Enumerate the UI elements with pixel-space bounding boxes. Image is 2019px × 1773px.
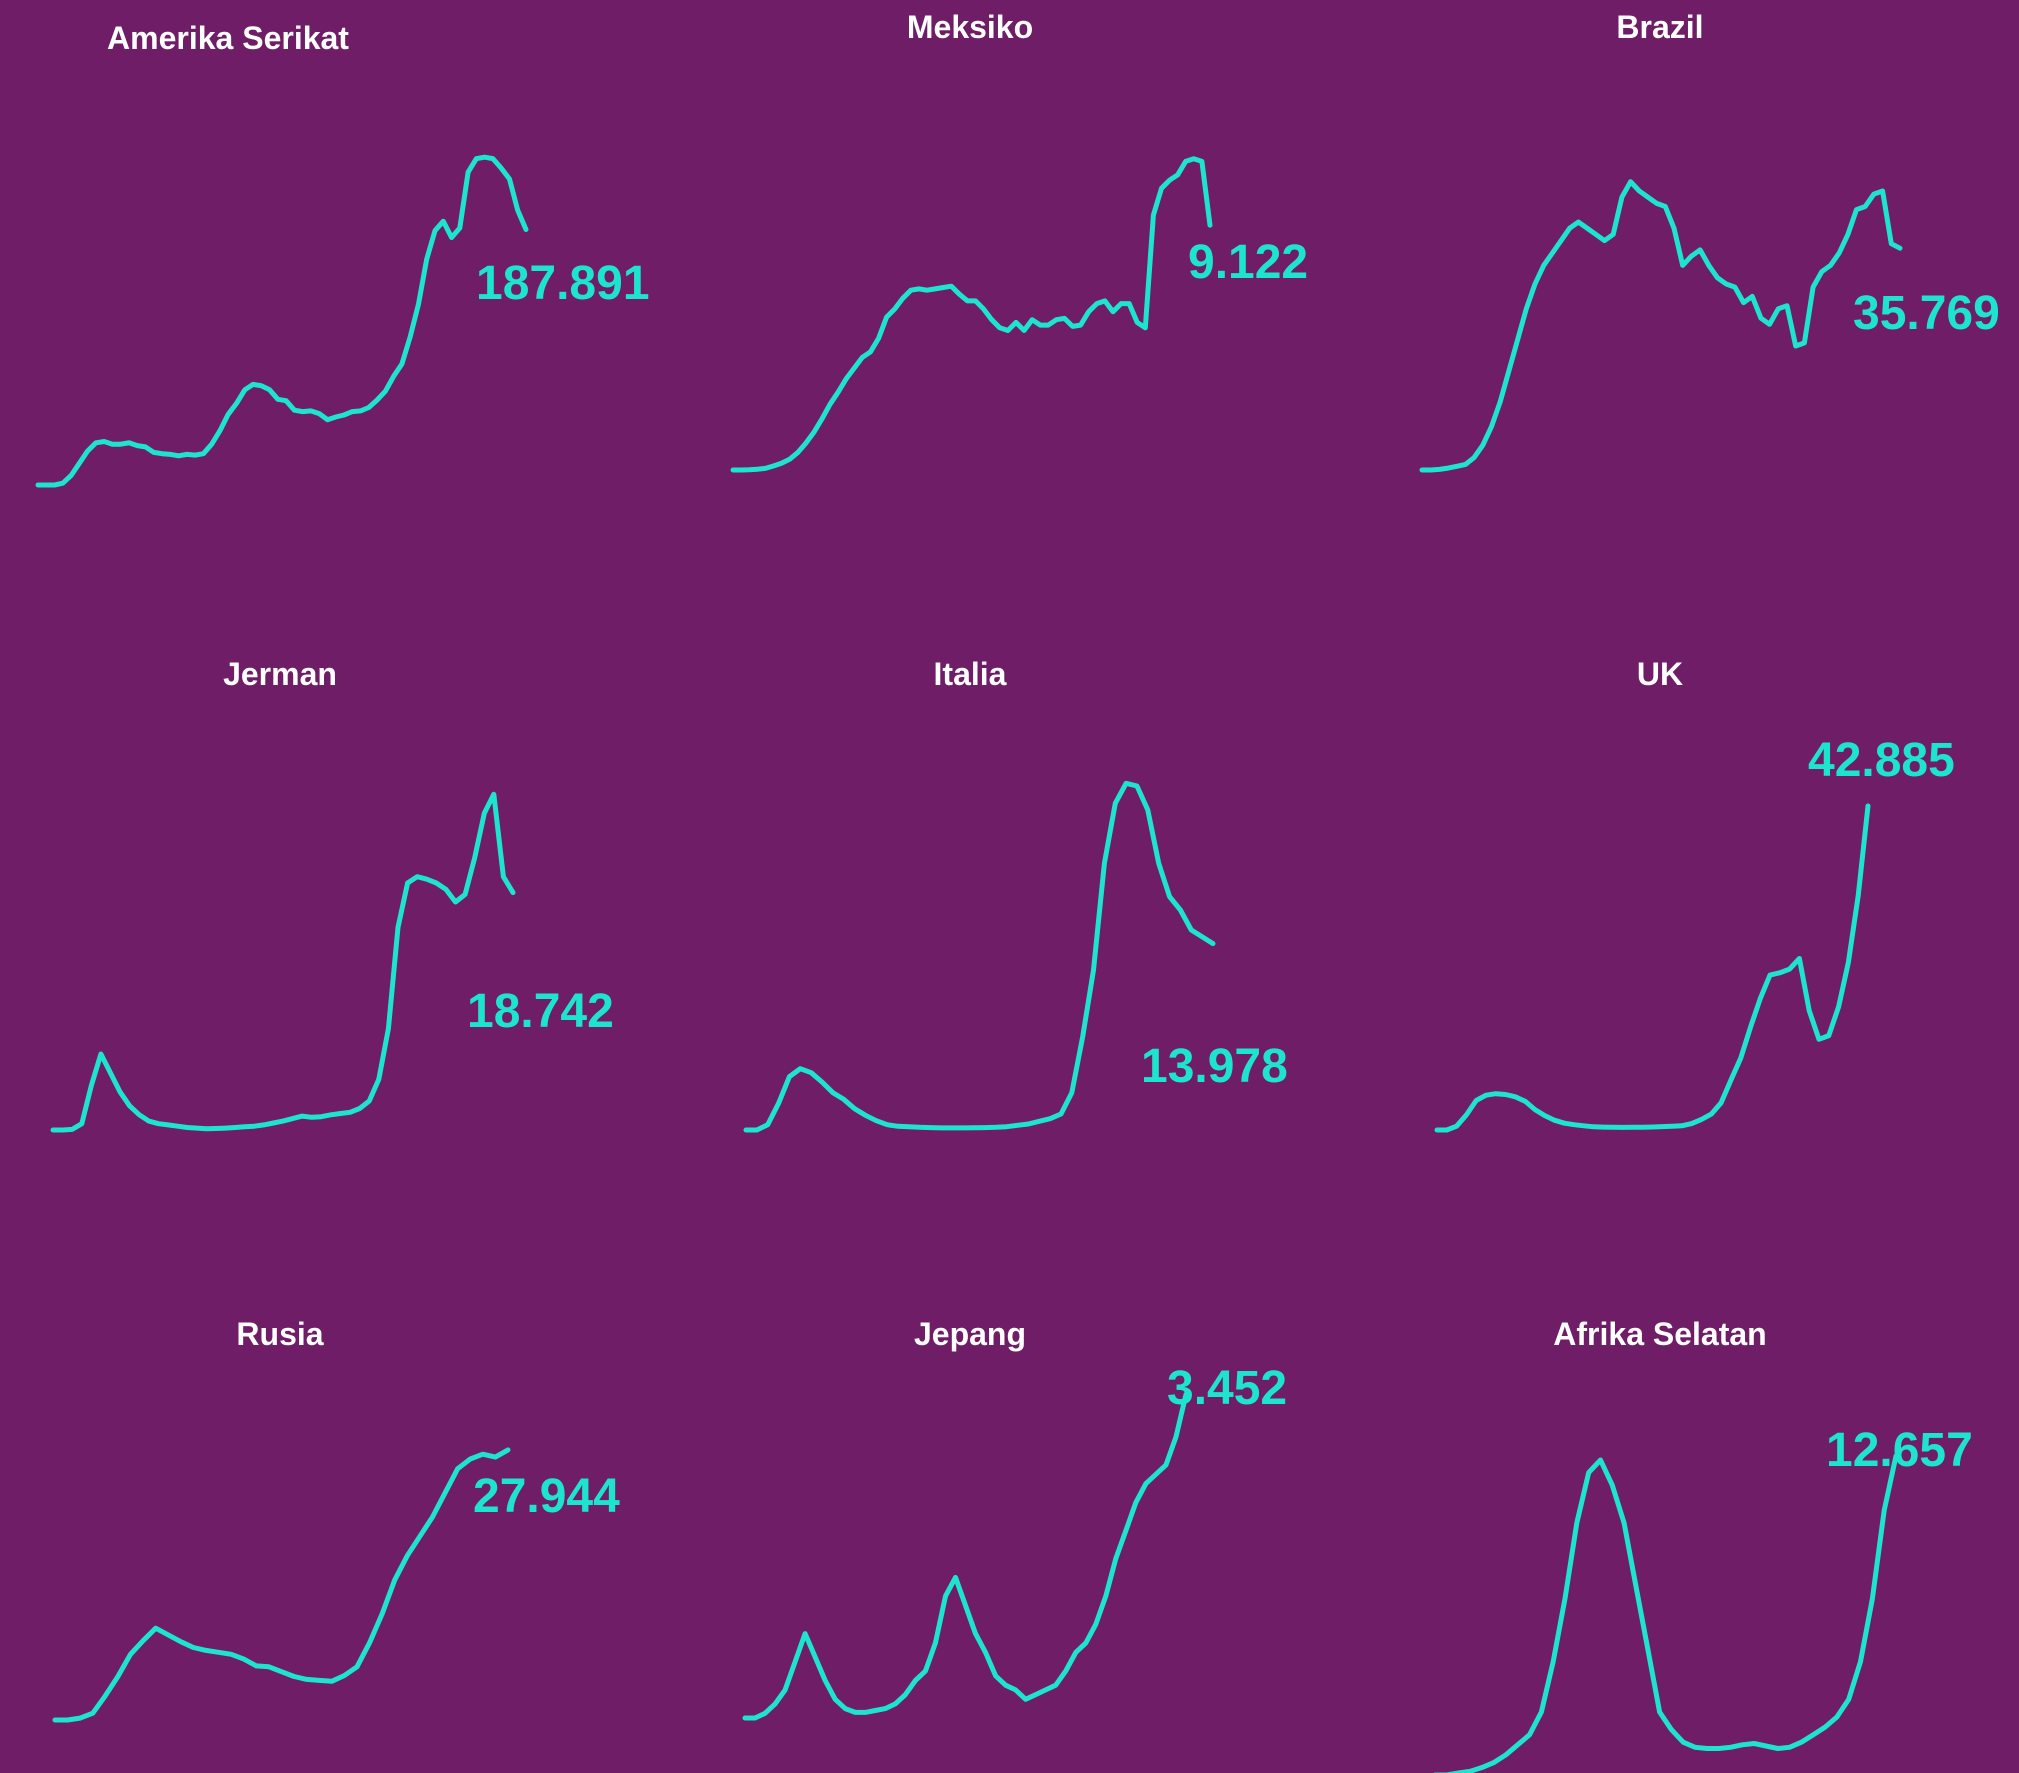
series-line-afrika-selatan bbox=[1433, 1453, 1899, 1773]
chart-title-jepang: Jepang bbox=[913, 1316, 1027, 1352]
data-label-rusia: 27.944 bbox=[473, 1470, 620, 1523]
chart-title-afrika-selatan: Afrika Selatan bbox=[1553, 1316, 1767, 1352]
data-label-italia: 13.978 bbox=[1141, 1040, 1288, 1093]
series-line-jepang bbox=[742, 1391, 1189, 1721]
series-line-uk bbox=[1434, 803, 1871, 1133]
data-label-jepang: 3.452 bbox=[1167, 1362, 1288, 1415]
chart-title-uk: UK bbox=[1636, 656, 1684, 692]
data-label-brazil: 35.769 bbox=[1853, 287, 2000, 340]
data-label-afrika-selatan: 12.657 bbox=[1826, 1424, 1973, 1477]
chart-title-italia: Italia bbox=[933, 656, 1007, 692]
data-label-amerika-serikat: 187.891 bbox=[476, 257, 650, 310]
series-line-meksiko bbox=[730, 156, 1213, 473]
series-line-jerman bbox=[50, 791, 516, 1133]
data-label-uk: 42.885 bbox=[1808, 734, 1955, 787]
series-line-rusia bbox=[52, 1447, 511, 1723]
chart-title-amerika-serikat: Amerika Serikat bbox=[107, 20, 349, 56]
data-label-jerman: 18.742 bbox=[467, 985, 614, 1038]
chart-title-brazil: Brazil bbox=[1616, 9, 1704, 45]
chart-title-meksiko: Meksiko bbox=[906, 9, 1034, 45]
series-line-italia bbox=[743, 780, 1216, 1133]
series-line-brazil bbox=[1419, 179, 1903, 473]
data-label-meksiko: 9.122 bbox=[1188, 236, 1309, 289]
series-line-amerika-serikat bbox=[35, 154, 529, 488]
chart-title-rusia: Rusia bbox=[236, 1316, 324, 1352]
chart-title-jerman: Jerman bbox=[223, 656, 337, 692]
